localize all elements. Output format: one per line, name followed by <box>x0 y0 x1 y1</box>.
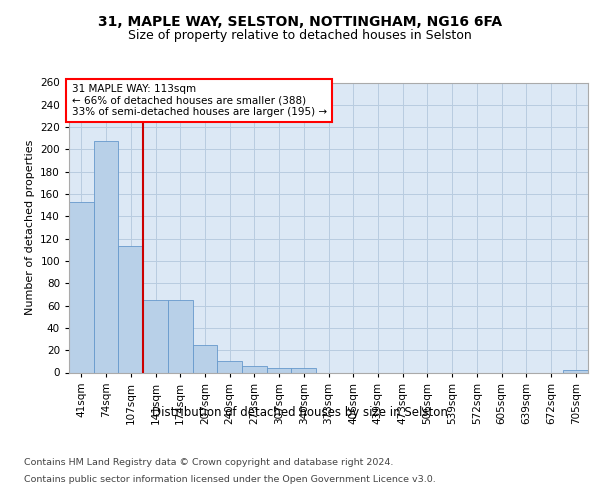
Text: Contains public sector information licensed under the Open Government Licence v3: Contains public sector information licen… <box>24 474 436 484</box>
Bar <box>168 300 193 372</box>
Bar <box>563 370 588 372</box>
Bar <box>217 362 242 372</box>
Bar <box>242 366 267 372</box>
Bar <box>193 344 217 372</box>
Bar <box>292 368 316 372</box>
Bar <box>267 368 292 372</box>
Y-axis label: Number of detached properties: Number of detached properties <box>25 140 35 315</box>
Bar <box>143 300 168 372</box>
Bar <box>69 202 94 372</box>
Text: 31 MAPLE WAY: 113sqm
← 66% of detached houses are smaller (388)
33% of semi-deta: 31 MAPLE WAY: 113sqm ← 66% of detached h… <box>71 84 327 117</box>
Text: Distribution of detached houses by size in Selston: Distribution of detached houses by size … <box>152 406 448 419</box>
Text: 31, MAPLE WAY, SELSTON, NOTTINGHAM, NG16 6FA: 31, MAPLE WAY, SELSTON, NOTTINGHAM, NG16… <box>98 16 502 30</box>
Text: Contains HM Land Registry data © Crown copyright and database right 2024.: Contains HM Land Registry data © Crown c… <box>24 458 394 467</box>
Bar <box>118 246 143 372</box>
Text: Size of property relative to detached houses in Selston: Size of property relative to detached ho… <box>128 30 472 43</box>
Bar <box>94 140 118 372</box>
